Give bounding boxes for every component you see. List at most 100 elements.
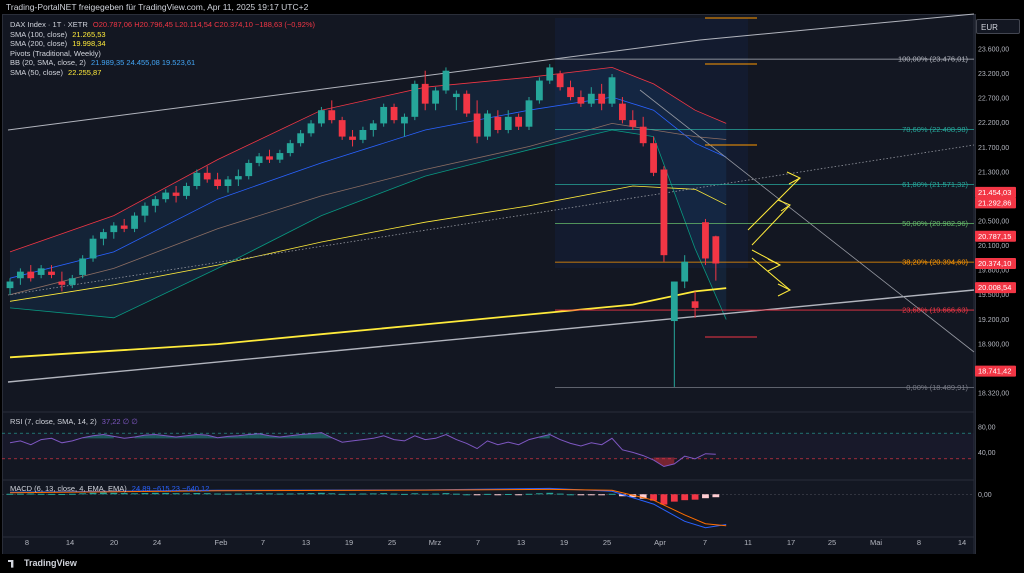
rsi-overbought-fill [238, 434, 249, 439]
macd-histogram-bar [577, 494, 585, 496]
macd-histogram-bar [276, 493, 284, 495]
legend-indicator-bb[interactable]: BB (20, SMA, close, 2) 21.989,35 24.455,… [10, 58, 315, 68]
macd-histogram-bar [525, 493, 533, 495]
macd-histogram-bar [286, 493, 294, 495]
rsi-oversold-fill [653, 457, 664, 467]
macd-histogram-bar [608, 493, 616, 495]
macd-histogram-bar [255, 493, 263, 495]
rsi-overbought-fill [155, 434, 166, 439]
x-tick-label: 17 [787, 538, 795, 547]
macd-histogram-bar [245, 493, 253, 495]
legend-indicator-value: 21.265,53 [72, 29, 106, 39]
candle-body [577, 97, 585, 104]
y-tick-label: 20.500,00 [978, 219, 1009, 226]
macd-histogram-bar [27, 493, 35, 495]
rsi-legend[interactable]: RSI (7, close, SMA, 14, 2) 37,22 ∅ ∅ [10, 417, 138, 426]
rsi-overbought-fill [259, 433, 270, 439]
chart-frame [2, 14, 976, 556]
legend: DAX Index · 1T · XETR O20.787,06 H20.796… [10, 20, 315, 77]
scenario-arrow-head [777, 283, 792, 297]
scenario-arrow-line [751, 257, 791, 291]
macd-histogram-bar [162, 492, 170, 495]
macd-histogram-bar [484, 493, 491, 495]
legend-indicator-sma100[interactable]: SMA (100, close) 21.265,53 [10, 30, 315, 40]
candle-body [401, 116, 408, 124]
candle-body [484, 113, 491, 137]
legend-symbol-row[interactable]: DAX Index · 1T · XETR O20.787,06 H20.796… [10, 20, 315, 30]
candle-body [359, 130, 367, 140]
candle-body [234, 176, 242, 180]
candle-body [525, 100, 533, 127]
candle-body [89, 238, 97, 259]
macd-histogram-bar [183, 493, 190, 495]
rsi-y-tick-label: 80,00 [978, 424, 996, 431]
x-tick-label: Apr [654, 538, 666, 547]
y-tick-label: 22.700,00 [978, 96, 1009, 103]
candle-body [494, 116, 502, 130]
macd-histogram-bar [318, 492, 325, 495]
macd-histogram-bar [473, 494, 481, 496]
candle-body [598, 93, 606, 104]
x-tick-label: 8 [917, 538, 921, 547]
macd-histogram-bar [328, 493, 336, 495]
rsi-legend-value: 37,22 ∅ ∅ [101, 417, 138, 426]
macd-histogram-bar [48, 493, 55, 495]
x-tick-label: 25 [388, 538, 396, 547]
macd-histogram-bar [369, 493, 377, 495]
candle-body [214, 179, 221, 186]
x-tick-label: 14 [66, 538, 74, 547]
macd-legend-label: MACD (6, 13, close, 4, EMA, EMA) [10, 484, 127, 493]
macd-histogram-bar [203, 493, 211, 495]
x-tick-label: 20 [110, 538, 118, 547]
scenario-arrow-line [751, 204, 791, 246]
candle-body [110, 225, 118, 233]
legend-ohlc: O20.787,06 H20.796,45 L20.114,54 C20.374… [92, 20, 316, 29]
legend-indicator-sma200[interactable]: SMA (200, close) 19.998,34 [10, 39, 315, 49]
candle-body [712, 236, 720, 264]
candle-body [681, 261, 689, 282]
candle-body [432, 90, 439, 104]
footer-brand[interactable]: TradingView [8, 558, 77, 568]
macd-histogram-bar [151, 492, 159, 495]
fib-level-label: 78,60% (22.408,98) [902, 125, 968, 134]
macd-histogram-bar [650, 494, 657, 501]
falling-trendline [639, 89, 975, 353]
candle-body [587, 93, 595, 104]
fib-level-label: 23,60% (19.666,63) [902, 306, 968, 315]
candle-body [151, 199, 159, 206]
y-tick-label: 19.800,00 [978, 268, 1009, 275]
x-tick-label: 24 [153, 538, 161, 547]
fib-level-label: 0,00% (18.489,91) [906, 383, 968, 392]
candle-body [629, 120, 637, 127]
macd-histogram-bar [131, 493, 138, 495]
macd-legend[interactable]: MACD (6, 13, close, 4, EMA, EMA) 24,89 −… [10, 484, 209, 493]
macd-histogram-bar [452, 493, 460, 495]
footer-brand-text: TradingView [24, 558, 77, 568]
legend-indicator-sma50[interactable]: SMA (50, close) 22.255,87 [10, 68, 315, 78]
macd-y-tick-label: 0,00 [978, 492, 992, 499]
candle-body [660, 169, 668, 256]
x-tick-label: Mrz [429, 538, 442, 547]
legend-indicator-pivots[interactable]: Pivots (Traditional, Weekly) [10, 49, 315, 59]
candle-body [421, 83, 429, 104]
x-tick-label: 19 [560, 538, 568, 547]
x-tick-label: Mai [870, 538, 882, 547]
candle-body [58, 281, 66, 285]
legend-indicator-value: 22.255,87 [68, 67, 102, 77]
macd-histogram-bar [79, 493, 87, 495]
candle-body [535, 80, 543, 101]
candle-body [131, 215, 138, 229]
candle-body [255, 156, 263, 163]
candle-body [172, 192, 180, 196]
macd-histogram-bar [380, 493, 388, 495]
currency-button[interactable]: EUR [976, 19, 1020, 34]
y-tick-label: 23.200,00 [978, 71, 1009, 78]
price-badge-label: 18.741,42 [978, 367, 1011, 376]
legend-indicator-label: SMA (100, close) [10, 29, 68, 39]
macd-histogram-bar [411, 493, 419, 495]
x-tick-label: 13 [302, 538, 310, 547]
macd-histogram-bar [639, 494, 647, 499]
candle-body [193, 172, 201, 186]
